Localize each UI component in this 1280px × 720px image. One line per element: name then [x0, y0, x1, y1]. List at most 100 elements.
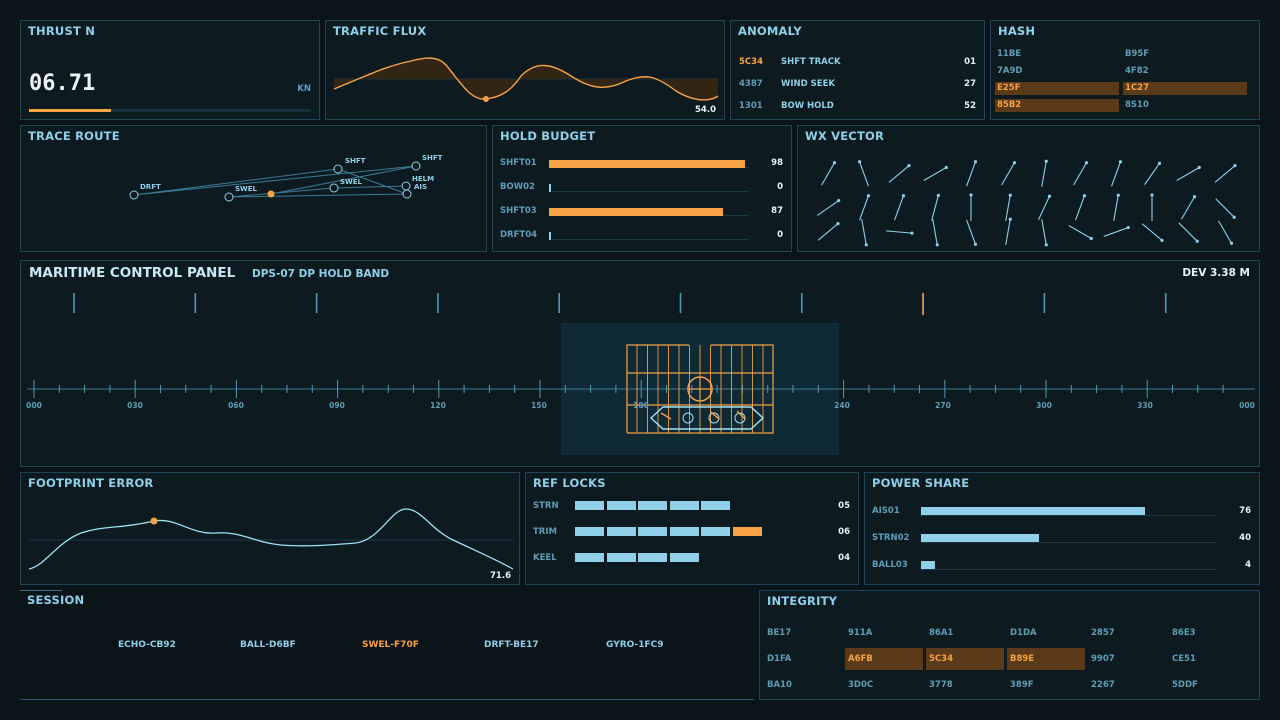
power-share-bar [921, 561, 935, 569]
wx-vector-arrow [894, 194, 906, 221]
hold-budget-track [549, 232, 749, 240]
wx-vector-arrow [1181, 195, 1197, 220]
wx-vector-arrow [857, 160, 869, 187]
session-item: ECHO-CB92 [118, 640, 176, 650]
ref-lock-label: KEEL [533, 553, 557, 563]
hold-budget-label: SHFT01 [500, 158, 537, 168]
ref-locks-title: REF LOCKS [533, 476, 606, 490]
anomaly-label: BOW HOLD [781, 101, 834, 111]
integrity-cell: 3D0C [845, 674, 923, 696]
integrity-cell: D1FA [764, 648, 842, 670]
power-share-label: BALL03 [872, 560, 908, 570]
trace-node-label: SWEL [235, 185, 258, 193]
integrity-cell-text: 5C34 [929, 654, 953, 664]
ref-lock-segment [701, 527, 730, 536]
integrity-cell: CE51 [1169, 648, 1247, 670]
thrust-panel: THRUST N 06.71 KN [20, 20, 320, 120]
integrity-cell: 389F [1007, 674, 1085, 696]
ref-lock-segment [606, 501, 636, 510]
trace-node-label: SWEL [340, 178, 363, 186]
footprint-error-title: FOOTPRINT ERROR [28, 476, 154, 490]
hash-panel: HASH 11BE B95F 7A9D 4F82 E25F 1C27 85B2 8S10 [990, 20, 1260, 120]
trace-node-label: DRFT [140, 183, 161, 191]
thrust-title: THRUST N [28, 24, 96, 38]
heading-tick-label: 000 [26, 401, 42, 410]
hold-budget-bar [549, 208, 723, 216]
thrust-unit: KN [297, 84, 311, 94]
hash-cell: 11BE [995, 48, 1119, 61]
ref-lock-value: 06 [838, 527, 850, 537]
main-title: MARITIME CONTROL PANEL [29, 265, 236, 281]
integrity-cell-text: 5DDF [1172, 680, 1198, 690]
wx-vector-field [817, 159, 1237, 247]
integrity-cell: B89E [1007, 648, 1085, 670]
anomaly-label: WIND SEEK [781, 79, 835, 89]
anomaly-panel: ANOMALY 5C34 SHFT TRACK 01 4387 WIND SEEK 27 1… [730, 20, 985, 120]
hold-budget-bar [549, 184, 551, 192]
wx-vector-arrow [1073, 161, 1089, 186]
thrust-progress-track [29, 109, 311, 112]
wx-vector-arrow [1214, 164, 1237, 183]
traffic-flux-title: TRAFFIC FLUX [333, 24, 427, 38]
power-share-track [921, 515, 1216, 516]
integrity-cell: A6FB [845, 648, 923, 670]
anomaly-code: 1301 [739, 101, 763, 111]
hold-budget-track [549, 160, 749, 168]
session-item: DRFT-BE17 [484, 640, 539, 650]
wx-vector-arrow [1068, 225, 1093, 241]
wx-vector-arrow [817, 222, 840, 241]
wx-vector-arrow [817, 198, 841, 216]
hash-cell: E25F [995, 82, 1119, 95]
integrity-cell: BE17 [764, 622, 842, 644]
wx-vector-arrow [1178, 222, 1199, 243]
power-share-label: AIS01 [872, 506, 900, 516]
integrity-cell-text: 2857 [1091, 628, 1115, 638]
wx-vector-arrow [1041, 159, 1048, 187]
trace-node-label: AIS [414, 183, 428, 191]
ref-lock-segment [606, 553, 636, 562]
hash-cell-text: 85B2 [997, 100, 1022, 110]
hold-budget-value: 0 [777, 230, 783, 240]
power-share-track [921, 542, 1216, 543]
integrity-cell-text: B89E [1010, 654, 1035, 664]
integrity-panel: INTEGRITY BE17 911A 86A1 D1DA 2857 86E3 D1FA A6… [759, 590, 1260, 700]
wx-vector-title: WX VECTOR [805, 129, 885, 143]
hash-cell: 7A9D [995, 65, 1119, 78]
integrity-cell-text: 86A1 [929, 628, 954, 638]
wx-vector-panel: WX VECTOR [797, 125, 1260, 252]
power-share-title: POWER SHARE [872, 476, 970, 490]
ref-lock-segment [606, 527, 636, 536]
hold-budget-baseline [549, 191, 749, 192]
ref-lock-value: 04 [838, 553, 850, 563]
hold-budget-label: SHFT03 [500, 206, 537, 216]
heading-tick-label: 090 [329, 401, 345, 410]
ref-locks-panel: REF LOCKS STRN 05 TRIM 06 KEEL 04 [525, 472, 859, 585]
wx-vector-arrow [966, 160, 978, 187]
hold-budget-value: 87 [771, 206, 783, 216]
heading-tick-label: 000 [1239, 401, 1255, 410]
footprint-error-panel: FOOTPRINT ERROR 71.6 [20, 472, 520, 585]
integrity-cell-text: 3778 [929, 680, 953, 690]
hash-cell: 1C27 [1123, 82, 1247, 95]
heading-tick-label: 270 [935, 401, 951, 410]
integrity-cell: 9907 [1088, 648, 1166, 670]
wx-vector-arrow [821, 161, 837, 186]
footprint-error-chart [28, 508, 514, 570]
hash-cell: 85B2 [995, 99, 1119, 112]
anomaly-code: 4387 [739, 79, 763, 89]
wx-vector-arrow [1005, 217, 1012, 245]
wx-vector-arrow [1218, 220, 1234, 245]
integrity-cell-text: A6FB [848, 654, 873, 664]
deviation-readout: DEV 3.38 M [1182, 267, 1250, 279]
integrity-cell-text: 389F [1010, 680, 1034, 690]
anomaly-value: 52 [964, 101, 976, 111]
integrity-cell: D1DA [1007, 622, 1085, 644]
wx-vector-arrow [1005, 193, 1012, 221]
hold-budget-track [549, 184, 749, 192]
ref-lock-segment [638, 527, 667, 536]
trace-node-label: SHFT [422, 154, 443, 162]
wx-vector-arrow [1041, 219, 1048, 247]
session-bottom-rule [20, 699, 754, 700]
wx-vector-arrow [1215, 198, 1236, 219]
power-share-panel: POWER SHARE AIS01 76 STRN02 40 BALL03 4 [864, 472, 1260, 585]
